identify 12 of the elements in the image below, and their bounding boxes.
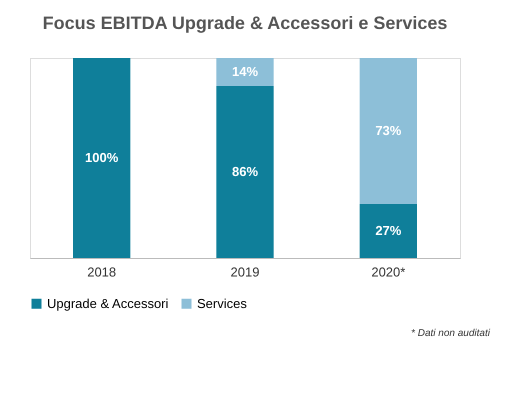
data-label: 86% <box>232 164 258 179</box>
x-tick-label: 2020* <box>371 264 406 280</box>
data-label: 27% <box>375 223 402 238</box>
data-label: 14% <box>232 64 258 79</box>
chart-title: Focus EBITDA Upgrade & Accessori e Services <box>42 13 448 33</box>
data-label: 100% <box>85 150 119 165</box>
x-tick-label: 2019 <box>230 264 260 280</box>
data-label: 73% <box>375 123 402 138</box>
legend-label: Services <box>197 296 248 311</box>
x-tick-label: 2018 <box>87 264 116 280</box>
text: * Dati non auditati <box>411 328 491 339</box>
legend-label: Upgrade & Accessori <box>47 296 169 311</box>
